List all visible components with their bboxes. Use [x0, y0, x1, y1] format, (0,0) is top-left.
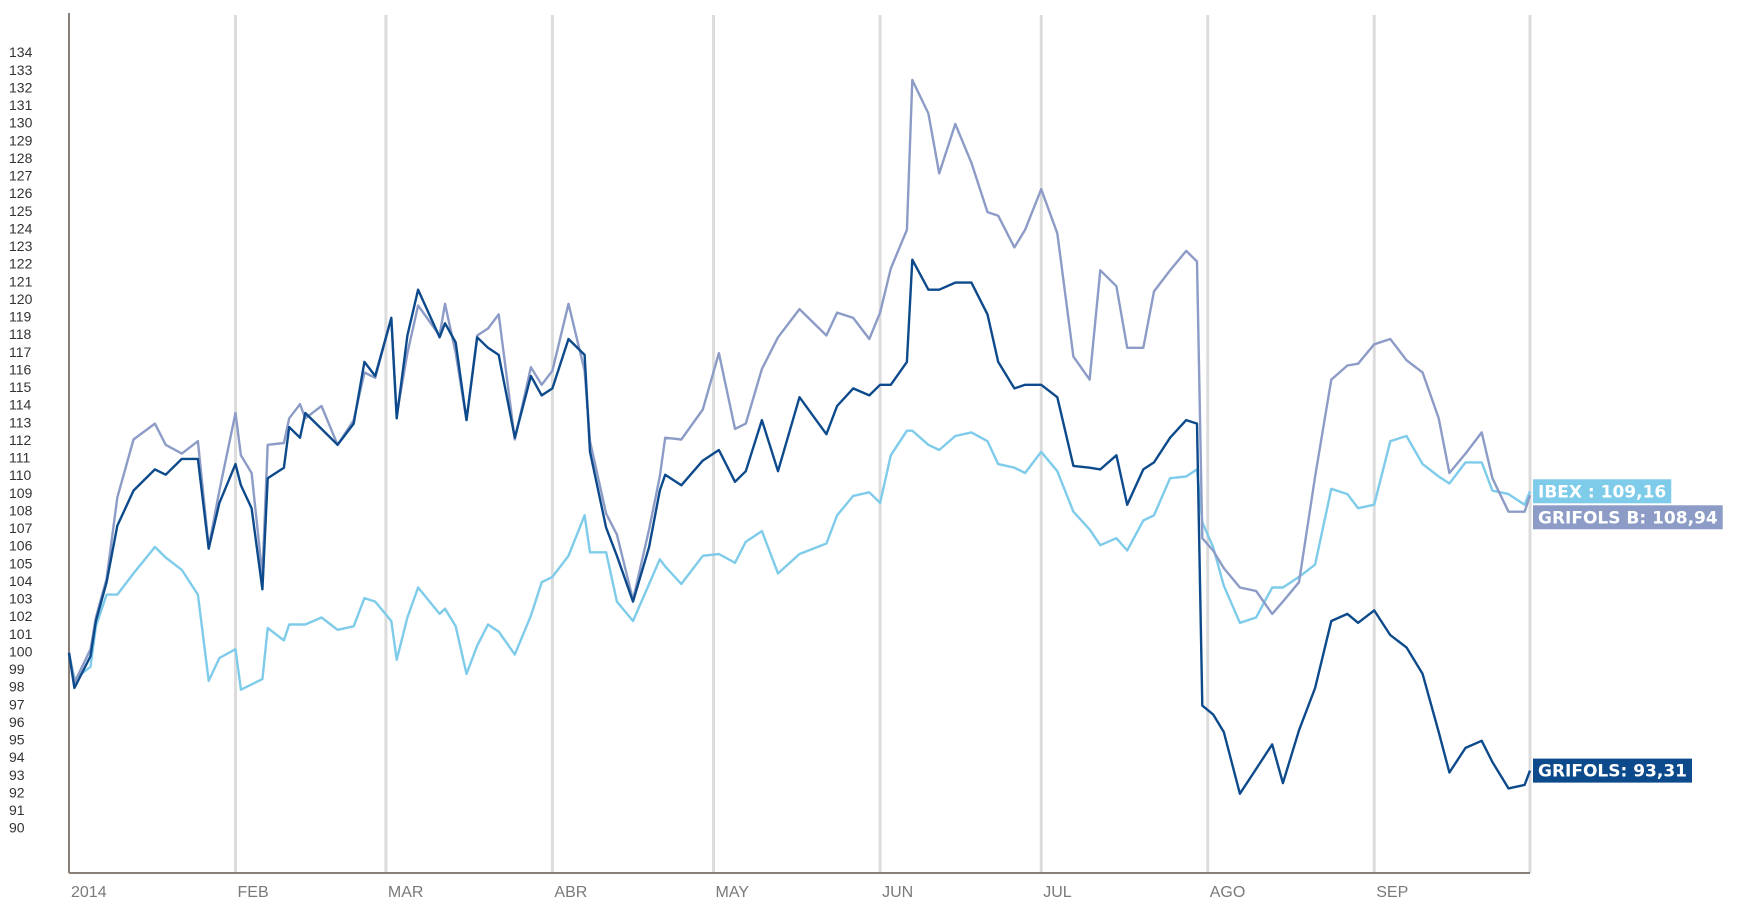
x-tick-label: MAR — [388, 884, 424, 901]
legend-entry: IBEX : 109,16 — [1533, 479, 1672, 504]
y-tick-label: 104 — [9, 573, 33, 589]
y-tick-label: 114 — [9, 397, 32, 413]
y-tick-label: 132 — [9, 79, 33, 95]
y-tick-label: 97 — [9, 696, 25, 712]
y-tick-label: 117 — [9, 344, 32, 360]
y-tick-label: 102 — [9, 608, 33, 624]
y-tick-label: 99 — [9, 661, 25, 677]
y-tick-label: 107 — [9, 520, 33, 536]
y-tick-label: 128 — [9, 150, 33, 166]
y-tick-label: 134 — [9, 44, 33, 60]
series-line — [67, 429, 1532, 691]
y-tick-label: 109 — [9, 485, 33, 501]
y-tick-label: 98 — [9, 679, 25, 695]
y-tick-label: 106 — [9, 538, 33, 554]
x-tick-label: JUN — [882, 884, 913, 901]
y-tick-label: 90 — [9, 820, 25, 836]
x-tick-label: JUL — [1043, 884, 1072, 901]
x-tick-label: FEB — [238, 884, 269, 901]
y-tick-label: 111 — [9, 450, 30, 466]
y-tick-label: 108 — [9, 502, 33, 518]
y-tick-label: 129 — [9, 132, 33, 148]
legend-label: IBEX : 109,16 — [1538, 482, 1666, 502]
legend-box — [1533, 758, 1692, 783]
y-tick-label: 123 — [9, 238, 33, 254]
y-tick-label: 96 — [9, 714, 25, 730]
y-tick-label: 113 — [9, 414, 32, 430]
legend-label: GRIFOLS B: 108,94 — [1538, 508, 1718, 528]
y-tick-label: 116 — [9, 361, 32, 377]
y-tick-label: 112 — [9, 432, 32, 448]
y-tick-label: 93 — [9, 767, 25, 783]
y-tick-label: 91 — [9, 802, 25, 818]
x-tick-label: AGO — [1210, 884, 1246, 901]
series-line — [67, 78, 1532, 684]
x-tick-label: SEP — [1376, 884, 1408, 901]
legend-label: GRIFOLS: 93,31 — [1538, 762, 1687, 782]
x-tick-label: MAY — [716, 884, 750, 901]
y-tick-label: 121 — [9, 273, 33, 289]
y-tick-label: 105 — [9, 555, 33, 571]
y-tick-label: 118 — [9, 326, 32, 342]
legend-entry: GRIFOLS B: 108,94 — [1533, 505, 1723, 530]
y-tick-label: 94 — [9, 749, 25, 765]
y-tick-label: 110 — [9, 467, 32, 483]
y-tick-label: 124 — [9, 220, 33, 236]
y-tick-label: 101 — [9, 626, 33, 642]
y-tick-label: 92 — [9, 784, 25, 800]
y-tick-label: 130 — [9, 115, 33, 131]
y-tick-label: 122 — [9, 256, 33, 272]
y-tick-label: 120 — [9, 291, 33, 307]
legend-box — [1533, 505, 1723, 530]
series-line — [67, 258, 1532, 795]
y-tick-label: 131 — [9, 97, 33, 113]
y-tick-label: 127 — [9, 168, 33, 184]
legend-box — [1533, 479, 1672, 504]
y-tick-label: 126 — [9, 185, 33, 201]
y-tick-label: 115 — [9, 379, 32, 395]
legend-entry: GRIFOLS: 93,31 — [1533, 758, 1692, 783]
y-tick-label: 125 — [9, 203, 33, 219]
y-tick-label: 95 — [9, 732, 25, 748]
y-tick-label: 100 — [9, 643, 33, 659]
y-tick-label: 119 — [9, 309, 32, 325]
y-tick-label: 103 — [9, 591, 33, 607]
x-tick-label: 2014 — [71, 884, 107, 901]
x-tick-label: ABR — [554, 884, 587, 901]
y-tick-label: 133 — [9, 62, 33, 78]
